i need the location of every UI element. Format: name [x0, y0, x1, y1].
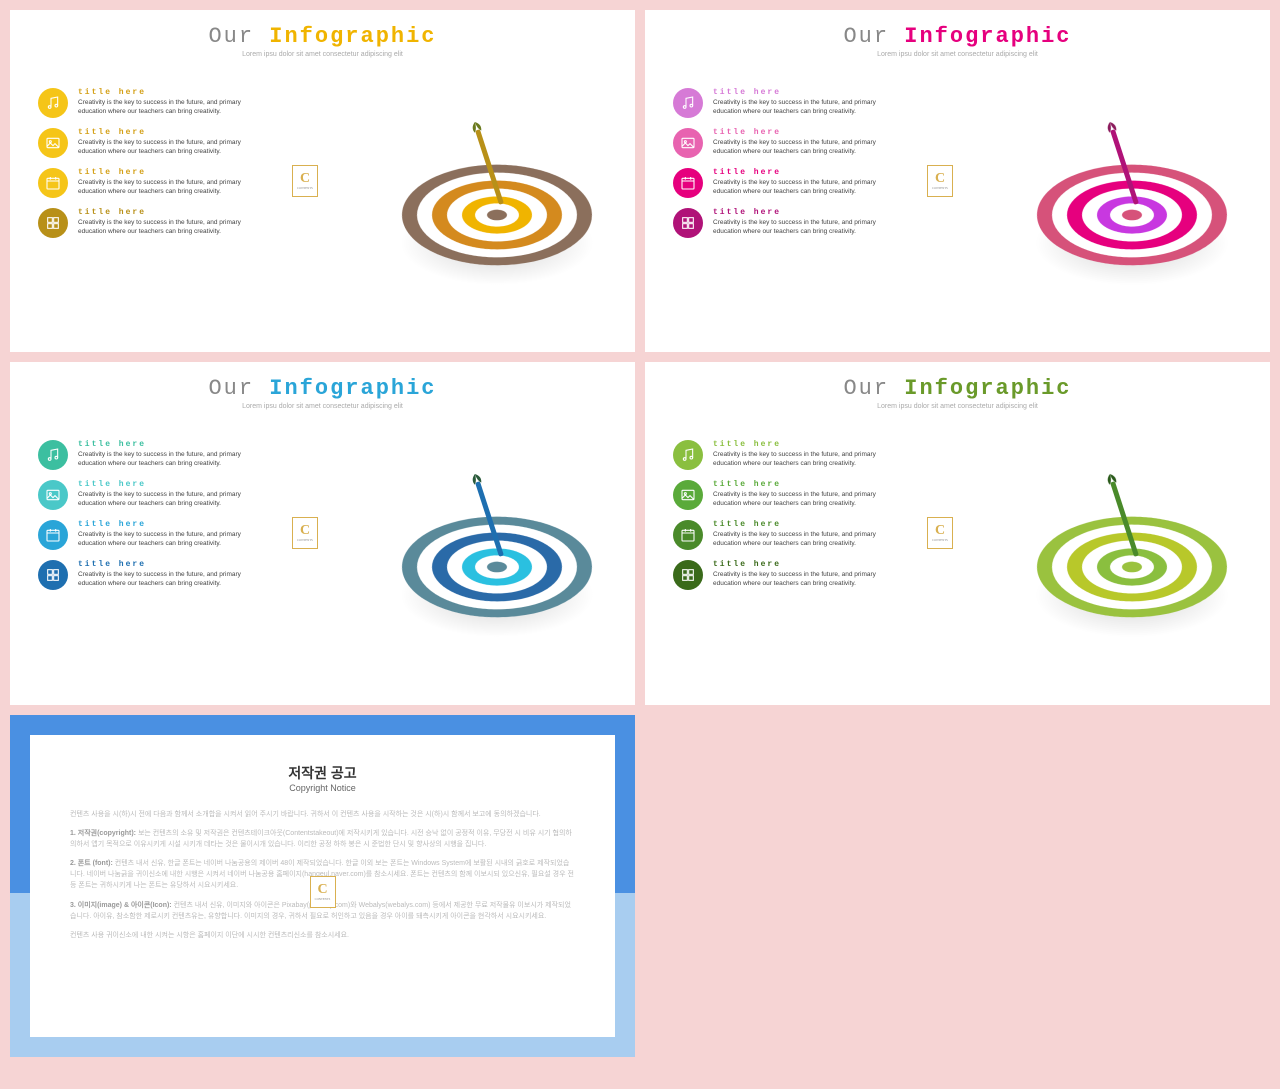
image-icon	[38, 128, 68, 158]
dartboard-graphic	[1012, 452, 1252, 682]
music-icon	[673, 440, 703, 470]
slide-subtitle: Lorem ipsu dolor sit amet consectetur ad…	[10, 403, 635, 410]
slide-subtitle: Lorem ipsu dolor sit amet consectetur ad…	[10, 51, 635, 58]
calendar-icon	[38, 520, 68, 550]
item-title: title here	[713, 440, 883, 449]
contents-badge: C CONTENTS	[927, 165, 953, 197]
slide-title: Our Infographic	[10, 362, 635, 401]
item-description: Creativity is the key to success in the …	[78, 219, 248, 237]
info-item-3: title here Creativity is the key to succ…	[38, 520, 248, 550]
slide-subtitle: Lorem ipsu dolor sit amet consectetur ad…	[645, 403, 1270, 410]
grid-icon	[38, 560, 68, 590]
info-item-3: title here Creativity is the key to succ…	[673, 168, 883, 198]
info-item-1: title here Creativity is the key to succ…	[673, 88, 883, 118]
grid-icon	[38, 208, 68, 238]
music-icon	[673, 88, 703, 118]
calendar-icon	[38, 168, 68, 198]
info-item-3: title here Creativity is the key to succ…	[38, 168, 248, 198]
contents-badge: C CONTENTS	[310, 876, 336, 908]
contents-badge: C CONTENTS	[292, 165, 318, 197]
item-description: Creativity is the key to success in the …	[713, 179, 883, 197]
item-title: title here	[78, 520, 248, 529]
item-title: title here	[78, 168, 248, 177]
grid-icon	[673, 560, 703, 590]
empty-cell	[645, 715, 1270, 1057]
slide-title: Our Infographic	[645, 362, 1270, 401]
items-list: title here Creativity is the key to succ…	[38, 88, 248, 238]
item-description: Creativity is the key to success in the …	[713, 219, 883, 237]
info-item-1: title here Creativity is the key to succ…	[673, 440, 883, 470]
dartboard-graphic	[1012, 100, 1252, 330]
image-icon	[38, 480, 68, 510]
info-item-2: title here Creativity is the key to succ…	[673, 480, 883, 510]
info-item-1: title here Creativity is the key to succ…	[38, 88, 248, 118]
item-title: title here	[78, 208, 248, 217]
calendar-icon	[673, 168, 703, 198]
items-list: title here Creativity is the key to succ…	[673, 440, 883, 590]
item-title: title here	[713, 208, 883, 217]
item-title: title here	[713, 128, 883, 137]
item-title: title here	[713, 88, 883, 97]
item-title: title here	[78, 480, 248, 489]
item-description: Creativity is the key to success in the …	[713, 571, 883, 589]
item-description: Creativity is the key to success in the …	[713, 531, 883, 549]
dartboard-graphic	[377, 452, 617, 682]
image-icon	[673, 480, 703, 510]
item-title: title here	[78, 128, 248, 137]
item-title: title here	[713, 480, 883, 489]
copyright-slide: 저작권 공고 Copyright Notice 컨텐츠 사용을 시(하)시 전에…	[10, 715, 635, 1057]
info-item-2: title here Creativity is the key to succ…	[38, 480, 248, 510]
music-icon	[38, 440, 68, 470]
dartboard-graphic	[377, 100, 617, 330]
info-item-4: title here Creativity is the key to succ…	[38, 208, 248, 238]
infographic-slide: Our Infographic Lorem ipsu dolor sit ame…	[645, 362, 1270, 704]
items-list: title here Creativity is the key to succ…	[673, 88, 883, 238]
contents-badge: C CONTENTS	[927, 517, 953, 549]
item-title: title here	[78, 88, 248, 97]
item-title: title here	[713, 168, 883, 177]
contents-badge: C CONTENTS	[292, 517, 318, 549]
info-item-1: title here Creativity is the key to succ…	[38, 440, 248, 470]
image-icon	[673, 128, 703, 158]
info-item-3: title here Creativity is the key to succ…	[673, 520, 883, 550]
calendar-icon	[673, 520, 703, 550]
item-title: title here	[713, 560, 883, 569]
item-description: Creativity is the key to success in the …	[713, 99, 883, 117]
slide-title: Our Infographic	[10, 10, 635, 49]
info-item-2: title here Creativity is the key to succ…	[38, 128, 248, 158]
info-item-4: title here Creativity is the key to succ…	[673, 560, 883, 590]
item-description: Creativity is the key to success in the …	[78, 179, 248, 197]
copyright-title: 저작권 공고	[70, 763, 575, 783]
info-item-4: title here Creativity is the key to succ…	[673, 208, 883, 238]
item-description: Creativity is the key to success in the …	[78, 491, 248, 509]
infographic-slide: Our Infographic Lorem ipsu dolor sit ame…	[645, 10, 1270, 352]
copyright-subtitle: Copyright Notice	[70, 783, 575, 793]
item-description: Creativity is the key to success in the …	[713, 491, 883, 509]
item-title: title here	[78, 440, 248, 449]
item-description: Creativity is the key to success in the …	[78, 139, 248, 157]
item-description: Creativity is the key to success in the …	[78, 451, 248, 469]
item-description: Creativity is the key to success in the …	[78, 99, 248, 117]
item-title: title here	[78, 560, 248, 569]
slide-subtitle: Lorem ipsu dolor sit amet consectetur ad…	[645, 51, 1270, 58]
infographic-slide: Our Infographic Lorem ipsu dolor sit ame…	[10, 10, 635, 352]
item-description: Creativity is the key to success in the …	[713, 139, 883, 157]
item-description: Creativity is the key to success in the …	[713, 451, 883, 469]
slide-title: Our Infographic	[645, 10, 1270, 49]
grid-icon	[673, 208, 703, 238]
info-item-2: title here Creativity is the key to succ…	[673, 128, 883, 158]
item-description: Creativity is the key to success in the …	[78, 571, 248, 589]
infographic-slide: Our Infographic Lorem ipsu dolor sit ame…	[10, 362, 635, 704]
info-item-4: title here Creativity is the key to succ…	[38, 560, 248, 590]
item-description: Creativity is the key to success in the …	[78, 531, 248, 549]
music-icon	[38, 88, 68, 118]
item-title: title here	[713, 520, 883, 529]
items-list: title here Creativity is the key to succ…	[38, 440, 248, 590]
